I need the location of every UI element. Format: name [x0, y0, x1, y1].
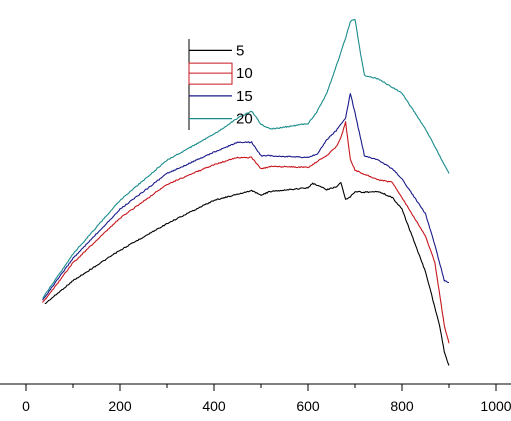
series-line-15: [42, 93, 449, 301]
legend-label-5: 5: [236, 42, 244, 59]
x-tick-label: 1000: [480, 398, 511, 414]
x-tick-label: 200: [108, 398, 132, 414]
x-tick-label: 0: [22, 398, 30, 414]
series-line-5: [44, 182, 450, 366]
legend-label-10: 10: [236, 65, 253, 82]
legend: 5 10 15 20: [188, 39, 253, 130]
x-tick-label: 800: [390, 398, 414, 414]
x-tick-label: 400: [202, 398, 226, 414]
x-axis: 0 200 400 600 800 1000: [0, 383, 511, 414]
series-line-10: [42, 121, 450, 344]
legend-label-20: 20: [236, 111, 253, 128]
legend-label-15: 15: [236, 88, 253, 105]
series-line-20: [42, 18, 450, 299]
series-layer: [42, 18, 450, 366]
x-tick-label: 600: [296, 398, 320, 414]
